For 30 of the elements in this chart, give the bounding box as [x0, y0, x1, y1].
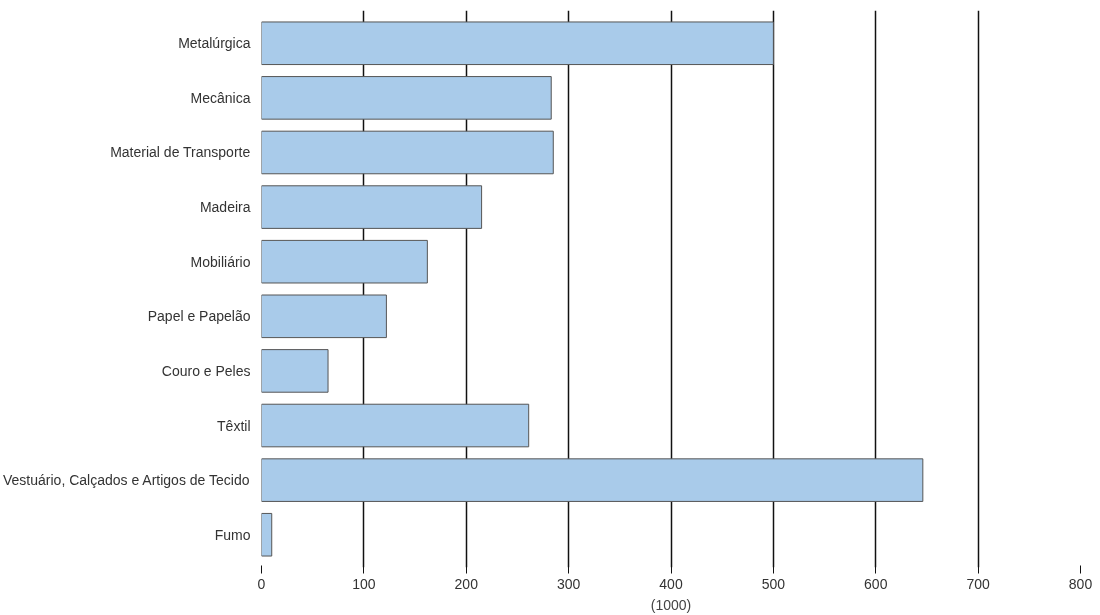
y-tick-label: Papel e Papelão — [147, 308, 251, 325]
x-axis-title: (1000) — [650, 596, 692, 613]
y-tick-label: Mobiliário — [190, 253, 251, 270]
y-tick-label: Couro e Peles — [161, 362, 251, 379]
x-tick-label: 600 — [864, 575, 888, 592]
bar — [261, 403, 530, 448]
bar — [261, 349, 329, 393]
bar — [261, 21, 774, 66]
x-tick-label: 0 — [257, 575, 266, 592]
y-tick-label: Mecânica — [190, 89, 251, 106]
bar — [261, 185, 483, 229]
x-tick-label: 700 — [966, 575, 991, 592]
x-tick-label: 100 — [352, 575, 376, 592]
y-tick-label: Fumo — [214, 526, 251, 543]
y-tick-label: Madeira — [199, 199, 251, 216]
bar — [261, 76, 552, 120]
bar — [261, 512, 273, 557]
bar — [261, 458, 924, 502]
bar — [261, 130, 554, 175]
y-tick-label: Vestuário, Calçados e Artigos de Tecido — [3, 472, 250, 489]
x-tick-label: 200 — [454, 575, 479, 592]
bar — [261, 239, 428, 284]
y-tick-label: Material de Transporte — [110, 144, 251, 161]
x-tick-label: 500 — [761, 575, 786, 592]
x-tick-label: 300 — [556, 575, 581, 592]
x-tick-label: 400 — [659, 575, 683, 592]
y-tick-label: Metalúrgica — [178, 35, 251, 52]
x-tick-label: 800 — [1068, 575, 1093, 592]
y-tick-label: Têxtil — [217, 417, 251, 434]
bar — [261, 294, 387, 339]
